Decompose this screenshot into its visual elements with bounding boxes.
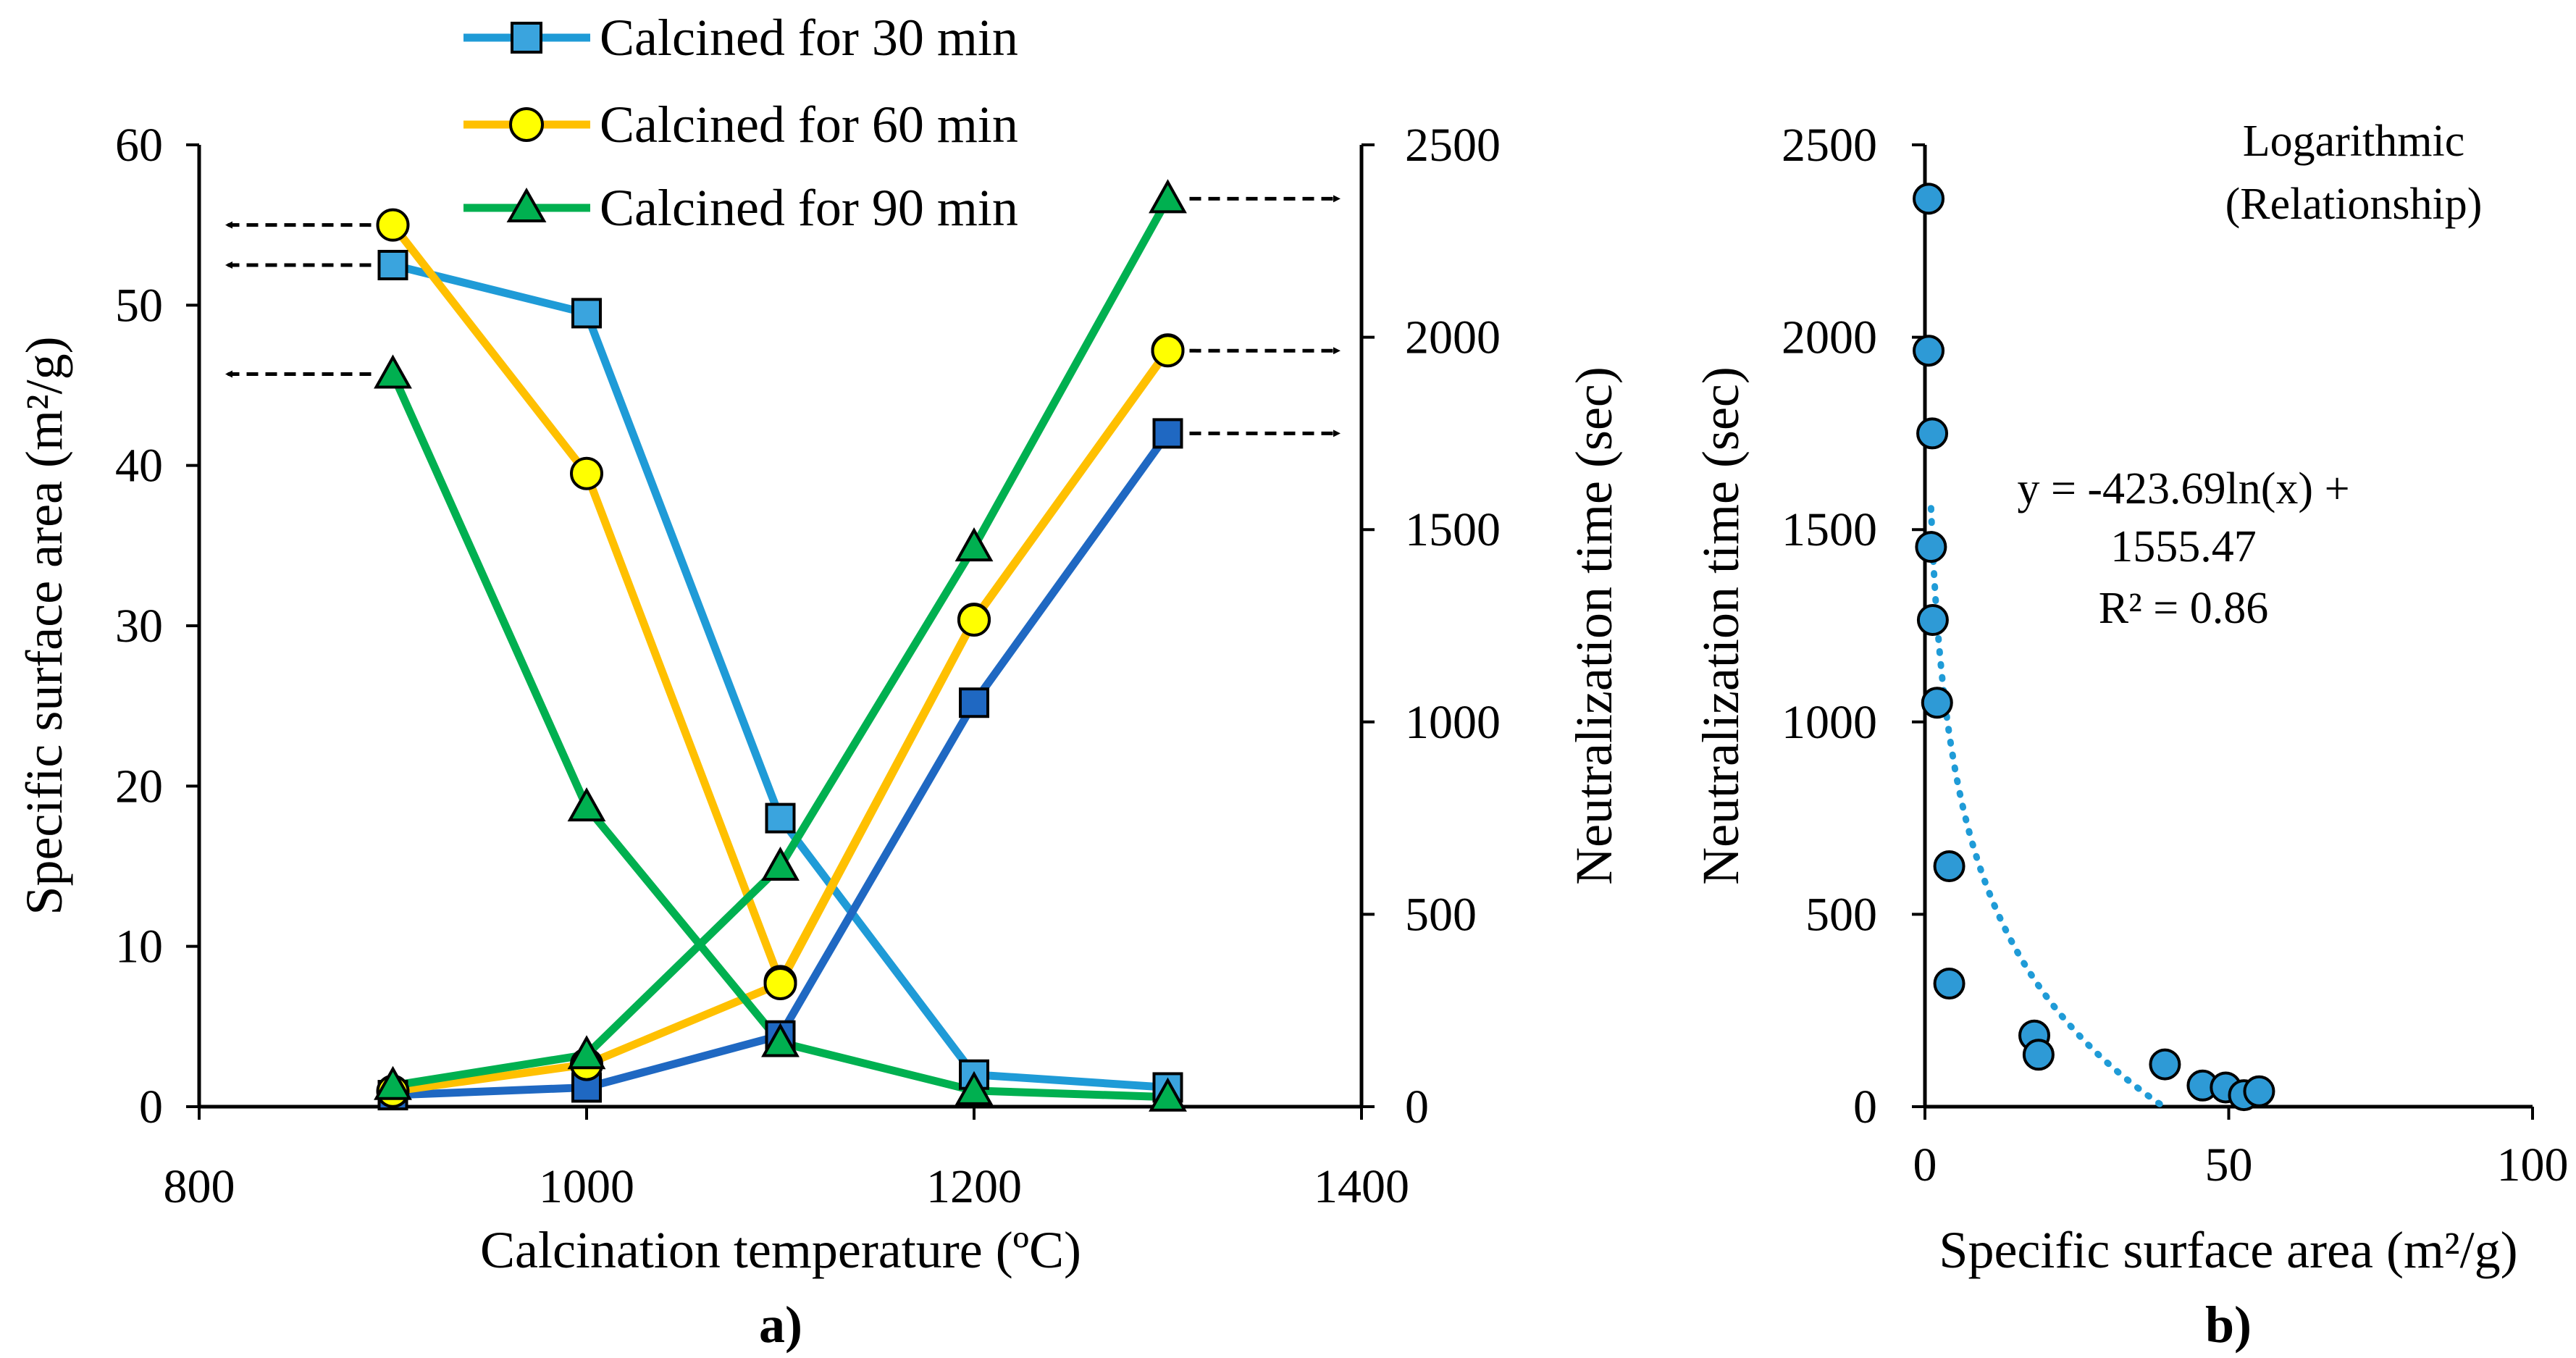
panel-a-right-y-tick-label: 2500	[1405, 119, 1501, 172]
series-90-neutralization-point	[567, 1035, 606, 1070]
trend-r-squared: R² = 0.86	[2099, 584, 2268, 633]
series-90-neutralization-point	[1149, 179, 1187, 214]
legend-marker-square	[511, 22, 542, 54]
trend-equation-line2: 1555.47	[2110, 522, 2257, 571]
panel-a-label: a)	[759, 1296, 802, 1354]
series-90-surface-area-point	[374, 354, 412, 389]
panel-b-y-axis-title: Neutralization time (sec)	[1692, 366, 1750, 885]
series-60-neutralization-point	[1151, 334, 1185, 368]
panel-a-x-tick-label: 1000	[539, 1160, 634, 1213]
panel-a-right-y-tick-label: 0	[1405, 1081, 1429, 1133]
panel-a-right-y-axis-title: Neutralization time (sec)	[1565, 366, 1623, 885]
scatter-point	[1933, 850, 1965, 882]
legend-label-30: Calcined for 30 min	[600, 9, 1018, 67]
panel-a-x-tick-label: 800	[164, 1160, 235, 1213]
series-90-surface-area-point	[955, 1070, 994, 1105]
panel-a-left-y-tick-label: 10	[115, 921, 163, 973]
legend-marker-circle	[509, 107, 544, 142]
scatter-point	[2022, 1039, 2055, 1071]
panel-a-left-y-tick-label: 30	[115, 600, 163, 653]
panel-a-x-tick-label: 1400	[1314, 1160, 1409, 1213]
series-90-surface-area-point	[761, 1023, 800, 1057]
series-30-surface-area-point	[377, 250, 408, 280]
panel-b-x-axis-title: Specific surface area (m²/g)	[1939, 1221, 2517, 1279]
scatter-point	[1916, 604, 1949, 637]
panel-a-chart: 800 1000 1200 1400 0 10 20 30 40 50 60 0 500 1000 1500…	[15, 9, 1623, 1354]
series-90-neutralization-point	[955, 527, 994, 562]
panel-a-legend: Calcined for 30 min Calcined for 60 min …	[463, 9, 1018, 237]
series-30-neutralization-point	[959, 687, 989, 718]
panel-a-left-y-tick-label: 40	[115, 440, 163, 493]
panel-b-x-tick-label: 50	[2205, 1139, 2253, 1191]
panel-b-y-tick-label: 2000	[1782, 311, 1877, 364]
scatter-point	[1921, 687, 1953, 719]
logarithmic-trendline	[1927, 505, 2167, 1110]
panel-b-x-tick-label: 0	[1913, 1139, 1937, 1191]
legend-label-90: Calcined for 90 min	[600, 179, 1018, 237]
panel-a-left-y-axis-title: Specific surface area (m²/g)	[15, 336, 73, 915]
panel-a-left-y-tick-label: 60	[115, 119, 163, 172]
panel-b-label: b)	[2205, 1296, 2252, 1354]
panel-b-y-tick-label: 500	[1805, 888, 1877, 941]
series-90-surface-area-point	[567, 787, 606, 822]
scatter-point	[1916, 417, 1949, 450]
series-90-surface-area-point	[1149, 1077, 1187, 1112]
series-60-surface-area-point	[570, 456, 603, 490]
panel-a-left-y-tick-label: 50	[115, 279, 163, 332]
series-30-neutralization-point	[1152, 418, 1183, 449]
scatter-point	[1913, 183, 1945, 215]
scatter-point	[1933, 968, 1965, 1000]
legend-marker-triangle	[506, 187, 547, 222]
panel-b-y-tick-label: 1000	[1782, 696, 1877, 749]
series-60-neutralization-point	[763, 967, 797, 1001]
scatter-point	[2243, 1075, 2275, 1107]
panel-a-x-tick-label: 1200	[926, 1160, 1022, 1213]
panel-b-x-tick-label: 100	[2497, 1139, 2569, 1191]
series-90-neutralization-point	[761, 846, 800, 881]
scatter-point	[2149, 1048, 2181, 1081]
series-30-surface-area-line	[392, 261, 1168, 1091]
panel-a-x-axis-title: Calcination temperature (ºC)	[480, 1221, 1081, 1279]
annotation-subtitle: (Relationship)	[2225, 180, 2483, 229]
panel-a-right-y-tick-label: 2000	[1405, 311, 1501, 364]
series-30-surface-area-point	[571, 298, 602, 329]
series-90-neutralization-point	[374, 1065, 412, 1100]
trend-equation-line1: y = -423.69ln(x) +	[2017, 464, 2349, 514]
panel-a-right-y-tick-label: 1000	[1405, 696, 1501, 749]
panel-a-right-y-tick-label: 500	[1405, 888, 1477, 941]
series-30-surface-area-point	[765, 802, 796, 834]
scatter-point	[1913, 335, 1945, 367]
series-60-surface-area-point	[376, 208, 410, 242]
annotation-title: Logarithmic	[2243, 117, 2464, 166]
panel-a-right-y-tick-label: 1500	[1405, 503, 1501, 556]
panel-a-left-y-tick-label: 0	[139, 1081, 163, 1133]
panel-b-y-tick-label: 0	[1853, 1081, 1877, 1133]
panel-b-y-tick-label: 1500	[1782, 503, 1877, 556]
series-60-neutralization-point	[957, 603, 991, 637]
panel-b-y-tick-label: 2500	[1782, 119, 1877, 172]
legend-label-60: Calcined for 60 min	[600, 96, 1018, 154]
panel-a-left-y-tick-label: 20	[115, 760, 163, 813]
scatter-point	[1915, 531, 1947, 563]
